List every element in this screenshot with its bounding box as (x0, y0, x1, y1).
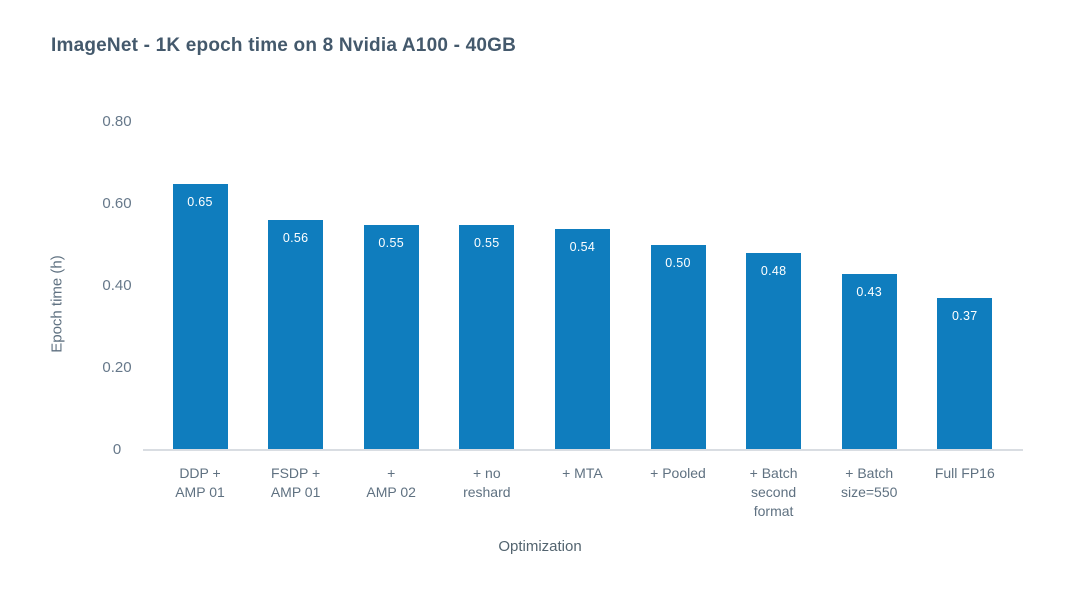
y-axis-title: Epoch time (h) (48, 255, 66, 353)
bar-value-label: 0.55 (378, 235, 404, 250)
y-tick-label: 0 (112, 441, 122, 458)
bar-value-label: 0.48 (760, 264, 787, 279)
x-tick-label: + MTA (562, 465, 603, 481)
x-tick-label: + Pooled (650, 465, 706, 481)
x-tick-label: + Batch second format (749, 465, 798, 519)
x-tick-label: + no reshard (463, 465, 511, 500)
x-tick-label: + AMP 02 (366, 465, 416, 500)
bar: 0.54 (554, 228, 610, 450)
bar-value-label: 0.43 (856, 284, 882, 299)
x-axis-title: Optimization (498, 538, 582, 555)
bar: 0.48 (746, 253, 802, 450)
bar-value-label: 0.55 (474, 235, 500, 250)
bar: 0.50 (650, 245, 706, 450)
bar: 0.55 (459, 224, 515, 450)
y-tick-label: 0.20 (102, 359, 132, 376)
bar: 0.65 (172, 183, 228, 450)
chart-title: ImageNet - 1K epoch time on 8 Nvidia A10… (51, 35, 517, 56)
bar-value-label: 0.37 (952, 309, 978, 324)
x-tick-label: DDP + AMP 01 (175, 465, 225, 500)
bar-value-label: 0.50 (665, 256, 691, 270)
y-tick-label: 0.60 (102, 195, 132, 212)
x-tick-label: Full FP16 (934, 465, 995, 481)
x-tick-label: FSDP + AMP 01 (270, 465, 321, 500)
bar: 0.56 (268, 220, 324, 450)
bar: 0.43 (841, 273, 897, 450)
bar: 0.55 (363, 224, 419, 450)
y-tick-label: 0.80 (102, 113, 132, 130)
bar-value-label: 0.65 (187, 194, 213, 209)
x-tick-label: + Batch size=550 (840, 465, 898, 500)
x-axis-baseline (143, 449, 1023, 451)
y-tick-label: 0.40 (102, 277, 132, 294)
bar-value-label: 0.56 (282, 231, 309, 246)
bar: 0.37 (937, 298, 993, 450)
bar-value-label: 0.54 (569, 239, 596, 254)
